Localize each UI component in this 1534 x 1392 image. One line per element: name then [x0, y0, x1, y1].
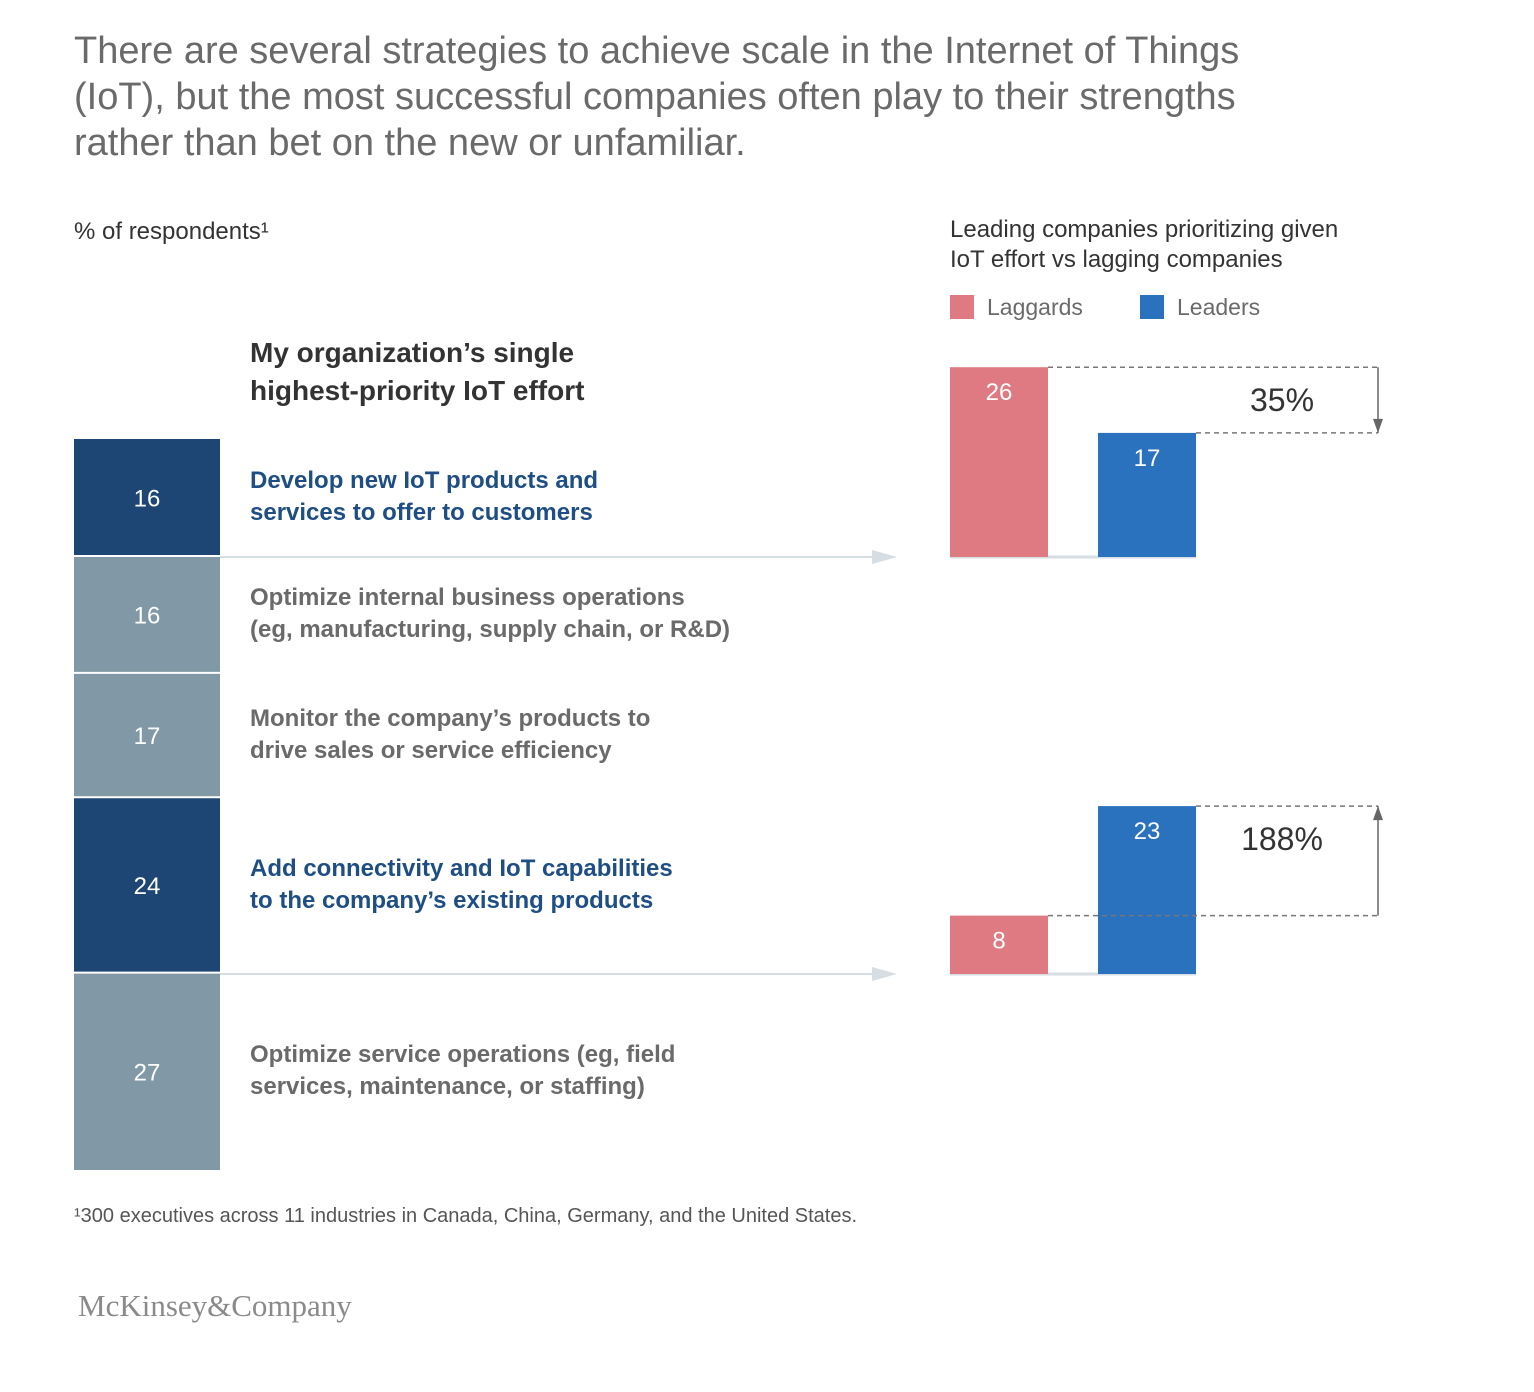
connector-arrowhead-1: [872, 550, 897, 564]
stack-segment-1: [74, 439, 220, 556]
legend: Laggards Leaders: [950, 294, 1260, 320]
segment-label-3: Monitor the company’s products to drive …: [250, 705, 651, 765]
headline: There are several strategies to achieve …: [74, 30, 1240, 164]
legend-label-laggards: Laggards: [987, 294, 1083, 320]
bar-laggards-2: [950, 915, 1048, 974]
legend-swatch-leaders: [1140, 295, 1164, 319]
segment-label-2: Optimize internal business operations (e…: [250, 584, 731, 644]
stack-segment-3: [74, 672, 220, 798]
company-logo: McKinsey&Company: [78, 1288, 352, 1323]
bar-leaders-1: [1098, 432, 1196, 557]
legend-label-leaders: Leaders: [1177, 294, 1260, 320]
stack-segment-value-4: 24: [134, 873, 161, 900]
difference-arrowhead-1: [1373, 418, 1383, 433]
segment-label-5: Optimize service operations (eg, field s…: [250, 1041, 676, 1101]
comparison-title: Leading companies prioritizing given IoT…: [950, 216, 1339, 273]
bar-leaders-2: [1098, 806, 1196, 974]
connector-arrowhead-2: [872, 967, 897, 981]
bar-laggards-value-1: 26: [986, 379, 1013, 406]
connectors: [220, 550, 897, 981]
stacked-bar: 16 16 17 24 27: [74, 439, 220, 1170]
unit-label: % of respondents¹: [74, 218, 269, 245]
stack-segment-2: [74, 555, 220, 673]
footnote: ¹300 executives across 11 industries in …: [74, 1205, 858, 1227]
segment-label-4: Add connectivity and IoT capabilities to…: [250, 854, 673, 914]
stack-segment-5: [74, 972, 220, 1170]
difference-label-2: 188%: [1241, 821, 1323, 857]
legend-swatch-laggards: [950, 295, 974, 319]
bar-leaders-value-2: 23: [1134, 818, 1161, 845]
difference-arrowhead-2: [1373, 806, 1383, 821]
segment-label-1: Develop new IoT products and services to…: [250, 467, 599, 527]
bar-leaders-value-1: 17: [1134, 445, 1161, 472]
difference-label-1: 35%: [1250, 382, 1314, 418]
stacked-bar-title: My organization’s single highest-priorit…: [250, 337, 585, 406]
bar-laggards-1: [950, 367, 1048, 557]
stack-segment-value-2: 16: [134, 602, 161, 629]
stack-segment-value-1: 16: [134, 485, 161, 512]
stack-segment-value-5: 27: [134, 1059, 161, 1086]
comparison-bars: 26 17 35% 8 23 188%: [950, 366, 1383, 976]
stack-segment-value-3: 17: [134, 723, 161, 750]
stack-segment-4: [74, 797, 220, 973]
bar-laggards-value-2: 8: [992, 928, 1005, 955]
